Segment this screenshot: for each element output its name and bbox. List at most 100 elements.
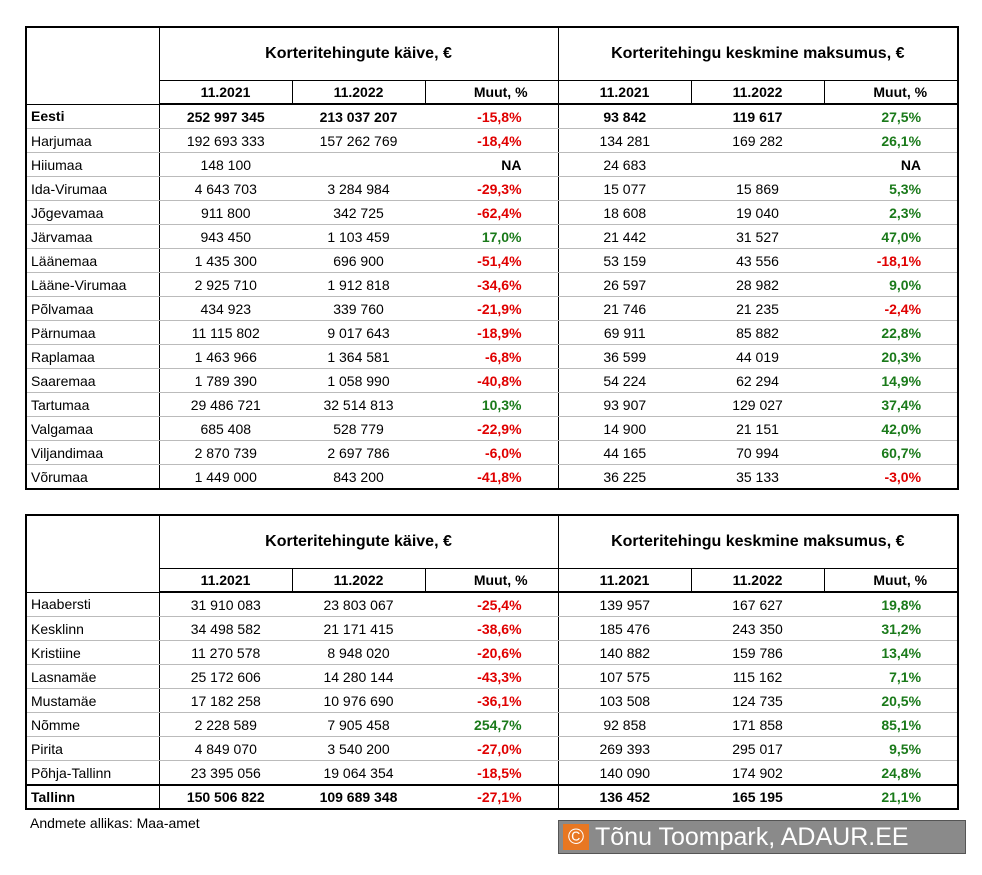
cell: 21 746 (558, 296, 692, 321)
cell: 192 693 333 (159, 128, 292, 153)
column-header: Muut, % (424, 568, 559, 593)
cell: 35 133 (691, 464, 825, 490)
cell: 32 514 813 (292, 392, 425, 417)
row-label: Lasnamäe (26, 664, 160, 689)
cell: 34 498 582 (159, 616, 292, 641)
cell: 528 779 (292, 416, 425, 441)
cell: 15 869 (691, 176, 825, 201)
row-label: Põlvamaa (26, 296, 160, 321)
cell: 70 994 (691, 440, 825, 465)
data-row: Läänemaa 1 435 300 696 900 -51,4% 53 159 43 5… (26, 248, 959, 273)
cell: -3,0% (824, 464, 959, 490)
data-row: Valgamaa 685 408 528 779 -22,9% 14 900 21 151… (26, 416, 959, 441)
cell: 7 905 458 (292, 712, 425, 737)
cell: 2 697 786 (292, 440, 425, 465)
data-row: Kesklinn 34 498 582 21 171 415 -38,6% 185 47… (26, 616, 959, 641)
copyright-text: Tõnu Toompark, ADAUR.EE (595, 822, 909, 851)
cell: 2 228 589 (159, 712, 292, 737)
cell: 19 040 (691, 200, 825, 225)
column-header: Muut, % (424, 80, 559, 105)
cell: 85,1% (824, 712, 959, 737)
row-label: Raplamaa (26, 344, 160, 369)
cell: 2 870 739 (159, 440, 292, 465)
cell: 339 760 (292, 296, 425, 321)
cell: 36 225 (558, 464, 692, 490)
cell: 18 608 (558, 200, 692, 225)
cell: NA (824, 152, 959, 177)
cell: 174 902 (691, 760, 825, 786)
cell: 150 506 822 (159, 784, 292, 810)
data-row: Eesti 252 997 345 213 037 207 -15,8% 93 842 1… (26, 104, 959, 129)
cell: NA (425, 152, 559, 177)
cell: -21,9% (425, 296, 559, 321)
row-label: Läänemaa (26, 248, 160, 273)
cell: 2 925 710 (159, 272, 292, 297)
row-label: Pärnumaa (26, 320, 160, 345)
cell: 17,0% (425, 224, 559, 249)
cell: 26 597 (558, 272, 692, 297)
cell: -36,1% (425, 688, 559, 713)
cell: -18,1% (824, 248, 959, 273)
data-row: Hiiumaa 148 100 NA 24 683 NA (26, 152, 959, 177)
row-label: Põhja-Tallinn (26, 760, 160, 786)
cell: 14 280 144 (292, 664, 425, 689)
cell: -18,5% (425, 760, 559, 786)
corner-cell (25, 26, 160, 105)
cell: 11 270 578 (159, 640, 292, 665)
cell: 9 017 643 (292, 320, 425, 345)
cell (691, 152, 825, 177)
row-label: Harjumaa (26, 128, 160, 153)
cell: 1 364 581 (292, 344, 425, 369)
cell: 1 463 966 (159, 344, 292, 369)
cell: -20,6% (425, 640, 559, 665)
source-note: Andmete allikas: Maa-amet (30, 815, 200, 831)
cell: 9,5% (824, 736, 959, 761)
cell: 254,7% (425, 712, 559, 737)
row-label: Järvamaa (26, 224, 160, 249)
group-header-row: Korteritehingute käive, € Korteritehingu … (25, 26, 959, 105)
cell: 92 858 (558, 712, 692, 737)
cell: 171 858 (691, 712, 825, 737)
group-header-row: Korteritehingute käive, € Korteritehingu … (25, 514, 959, 593)
cell: 20,5% (824, 688, 959, 713)
row-label: Ida-Virumaa (26, 176, 160, 201)
data-row: Lääne-Virumaa 2 925 710 1 912 818 -34,6% 26 … (26, 272, 959, 297)
cell: 1 435 300 (159, 248, 292, 273)
data-row: Lasnamäe 25 172 606 14 280 144 -43,3% 107 57… (26, 664, 959, 689)
cell: 685 408 (159, 416, 292, 441)
cell: 54 224 (558, 368, 692, 393)
cell: 124 735 (691, 688, 825, 713)
cell: 93 842 (558, 104, 692, 129)
cell: 1 789 390 (159, 368, 292, 393)
row-label: Mustamäe (26, 688, 160, 713)
row-label: Tartumaa (26, 392, 160, 417)
cell: 103 508 (558, 688, 692, 713)
copyright-symbol: © (563, 824, 589, 850)
cell: 213 037 207 (292, 104, 425, 129)
cell: -6,8% (425, 344, 559, 369)
cell: 60,7% (824, 440, 959, 465)
cell: 69 911 (558, 320, 692, 345)
cell: 21 235 (691, 296, 825, 321)
cell (292, 152, 425, 177)
cell: 21 171 415 (292, 616, 425, 641)
cell: -41,8% (425, 464, 559, 490)
cell: 342 725 (292, 200, 425, 225)
cell: 134 281 (558, 128, 692, 153)
data-row: Põlvamaa 434 923 339 760 -21,9% 21 746 21 235… (26, 296, 959, 321)
cell: 85 882 (691, 320, 825, 345)
cell: 23 395 056 (159, 760, 292, 786)
cell: 44 165 (558, 440, 692, 465)
cell: 26,1% (824, 128, 959, 153)
cell: 27,5% (824, 104, 959, 129)
cell: 43 556 (691, 248, 825, 273)
cell: 15 077 (558, 176, 692, 201)
cell: 169 282 (691, 128, 825, 153)
cell: 47,0% (824, 224, 959, 249)
cell: 696 900 (292, 248, 425, 273)
data-row: Võrumaa 1 449 000 843 200 -41,8% 36 225 35 13… (26, 464, 959, 490)
row-label: Viljandimaa (26, 440, 160, 465)
cell: 11 115 802 (159, 320, 292, 345)
data-row: Raplamaa 1 463 966 1 364 581 -6,8% 36 599 44 … (26, 344, 959, 369)
cell: 9,0% (824, 272, 959, 297)
